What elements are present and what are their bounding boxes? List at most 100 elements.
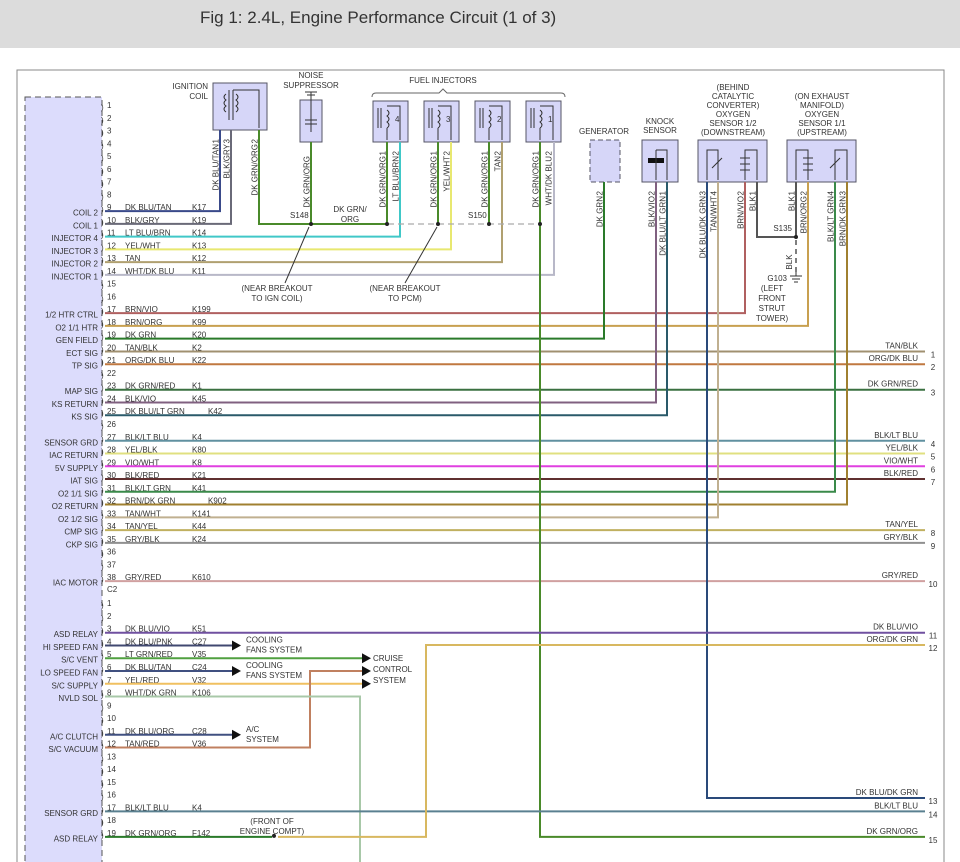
- pin-function-label: ASD RELAY: [54, 834, 99, 843]
- component-pin-number: 3: [839, 190, 848, 195]
- terminal-wire-label: ORG/DK GRN: [866, 635, 918, 644]
- wire-blk-o2-12: [756, 182, 796, 238]
- component-wire-label: LT BLU/BRN: [392, 156, 401, 202]
- pin-number: 7: [107, 676, 112, 685]
- component-wire-label: BRN/VIO: [737, 196, 746, 229]
- diagram-frame: [16, 69, 945, 862]
- pin-number: 29: [107, 458, 116, 467]
- component-pin-number: 2: [596, 190, 605, 195]
- pcm-module: [24, 96, 103, 862]
- pin-cavity-icon: ): [101, 831, 104, 840]
- wire-color-label: YEL/RED: [125, 676, 159, 685]
- component-wire-label: BRN/ORG: [800, 196, 809, 233]
- circuit-number: K45: [192, 394, 207, 403]
- pin-cavity-icon: ): [101, 691, 104, 700]
- pin-cavity-icon: ): [101, 780, 104, 789]
- pin-number: 11: [107, 229, 116, 238]
- component-wire-label: YEL/WHT: [443, 156, 452, 192]
- terminal-number: 14: [929, 810, 938, 819]
- pin-cavity-icon: ): [101, 448, 104, 457]
- ground-g103-label: (LEFT: [761, 284, 783, 293]
- pin-number: 36: [107, 548, 116, 557]
- pin-cavity-icon: ): [101, 384, 104, 393]
- component-wire-label: BLK/LT GRN: [827, 196, 836, 242]
- pin-cavity-icon: ): [101, 231, 104, 240]
- pin-number: 1: [107, 599, 112, 608]
- circuit-number: K19: [192, 216, 207, 225]
- page-title: Fig 1: 2.4L, Engine Performance Circuit …: [200, 8, 557, 27]
- wire-color-label: BRN/DK GRN: [125, 497, 175, 506]
- pin-function-label: INJECTOR 2: [51, 260, 98, 269]
- pin-function-label: A/C CLUTCH: [50, 732, 98, 741]
- o2-sensor-1-1-label: SENSOR 1/1: [798, 119, 846, 128]
- terminal-number: 13: [929, 797, 938, 806]
- wire-color-label: YEL/WHT: [125, 241, 161, 250]
- pin-cavity-icon: ): [101, 767, 104, 776]
- wire-color-label: ORG/DK BLU: [125, 356, 175, 365]
- injector-number: 2: [497, 115, 502, 124]
- pin-function-label: S/C VENT: [61, 656, 98, 665]
- injector-coil-icon: [479, 105, 503, 140]
- pin-cavity-icon: ): [101, 435, 104, 444]
- leader-line: [404, 226, 438, 284]
- pin-function-label: O2 1/1 HTR: [55, 323, 98, 332]
- o2-sensor-1-1-label: MANIFOLD): [800, 101, 844, 110]
- pin-number: 8: [107, 689, 112, 698]
- pin-cavity-icon: ): [101, 575, 104, 584]
- pin-cavity-icon: ): [101, 396, 104, 405]
- wire-color-label: WHT/DK BLU: [125, 267, 175, 276]
- ground-wire-label: BLK: [785, 254, 794, 270]
- pin-cavity-icon: ): [101, 333, 104, 342]
- note-near-ign-coil: TO IGN COIL): [252, 294, 303, 303]
- pin-cavity-icon: ): [101, 665, 104, 674]
- fuel-injector: [474, 100, 511, 143]
- wire-color-label: DK GRN/ORG: [125, 829, 177, 838]
- wire-color-label: LT GRN/RED: [125, 650, 173, 659]
- circuit-number: K8: [192, 458, 202, 467]
- injector-number: 4: [395, 115, 400, 124]
- pin-number: 7: [107, 178, 112, 187]
- destination-label: FANS SYSTEM: [246, 671, 302, 680]
- circuit-number: K17: [192, 203, 207, 212]
- pin-number: 26: [107, 420, 116, 429]
- wire-dk-grn-org-inj1: [539, 142, 925, 838]
- component-pin-number: 1: [379, 150, 388, 155]
- component-pin-number: 1: [481, 150, 490, 155]
- pin-number: 30: [107, 471, 116, 480]
- terminal-wire-label: BLK/LT BLU: [874, 431, 918, 440]
- pin-function-label: HI SPEED FAN: [43, 643, 98, 652]
- component-pin-number: 2: [545, 150, 554, 155]
- pin-number: 14: [107, 765, 116, 774]
- wire-c1-pin-31: [105, 182, 836, 493]
- pin-number: 13: [107, 752, 116, 761]
- component-pin-number: 3: [223, 138, 232, 143]
- component-pin-number: 2: [494, 150, 503, 155]
- pin-cavity-icon: ): [101, 473, 104, 482]
- arrow-icon: [362, 666, 371, 676]
- destination-label: COOLING: [246, 661, 283, 670]
- connector-c2-label: C2: [107, 585, 118, 594]
- knock-sensor-label: SENSOR: [643, 126, 677, 135]
- pin-number: 1: [107, 101, 112, 110]
- fuel-injector: [525, 100, 562, 143]
- wire-color-label: WHT/DK GRN: [125, 689, 177, 698]
- pin-number: 2: [107, 114, 112, 123]
- destination-label: SYSTEM: [246, 735, 279, 744]
- noise-suppressor-label: NOISE: [299, 71, 324, 80]
- pin-cavity-icon: ): [101, 307, 104, 316]
- pin-number: 4: [107, 139, 112, 148]
- terminal-wire-label: GRY/BLK: [883, 533, 918, 542]
- noise-suppressor-label: SUPPRESSOR: [283, 81, 339, 90]
- component-pin-number: 4: [710, 190, 719, 195]
- pin-function-label: COIL 2: [73, 209, 99, 218]
- pin-function-label: MAP SIG: [65, 387, 98, 396]
- circuit-number: K99: [192, 318, 207, 327]
- fuel-injector: [372, 100, 409, 143]
- component-wire-label: TAN: [494, 156, 503, 172]
- pin-function-label: S/C SUPPLY: [51, 681, 98, 690]
- circuit-number: C27: [192, 637, 207, 646]
- note-front-engine: ENGINE COMPT): [240, 827, 305, 836]
- note-near-pcm: TO PCM): [388, 294, 422, 303]
- pin-number: 35: [107, 535, 116, 544]
- o2-sensor-1-2-label: (BEHIND: [717, 83, 750, 92]
